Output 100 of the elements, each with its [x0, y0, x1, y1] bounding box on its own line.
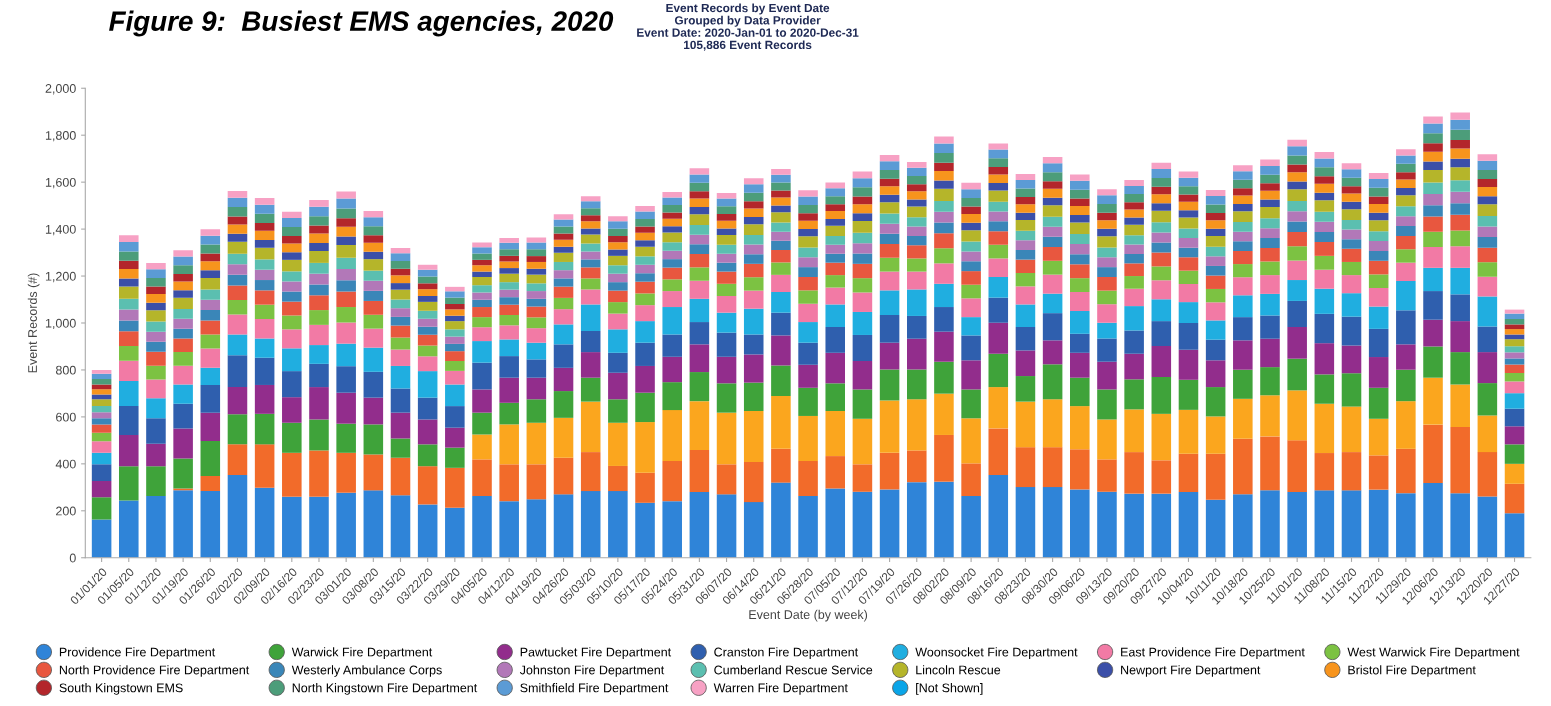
bar	[961, 214, 981, 223]
bar	[1124, 306, 1144, 331]
bar	[1042, 260, 1063, 275]
bar	[1042, 487, 1063, 558]
bar	[662, 382, 682, 411]
bar	[1396, 280, 1416, 311]
bar	[1477, 226, 1498, 238]
bar	[988, 166, 1009, 175]
bar	[771, 231, 791, 241]
bar	[825, 211, 846, 219]
legend-label: Cranston Fire Department	[714, 647, 859, 659]
legend-label: Lincoln Rescue	[916, 665, 1001, 675]
bar	[1341, 261, 1362, 276]
bar	[336, 322, 356, 344]
bar	[771, 396, 791, 449]
bar	[1368, 220, 1389, 232]
bar	[553, 391, 574, 418]
bar	[119, 500, 139, 558]
bar	[472, 307, 492, 318]
bar	[852, 334, 873, 362]
bar	[1423, 123, 1443, 134]
bar	[716, 332, 737, 357]
bar	[662, 218, 682, 227]
bar	[526, 342, 547, 360]
bar	[1314, 453, 1335, 491]
bar	[1423, 246, 1443, 268]
bar	[336, 291, 356, 308]
bar	[526, 256, 547, 262]
bar	[1178, 492, 1199, 558]
bar	[798, 322, 818, 343]
bar	[309, 199, 329, 207]
bar	[1015, 240, 1036, 250]
bar	[689, 253, 710, 268]
bar	[879, 369, 900, 401]
bar	[254, 222, 275, 231]
bar	[1260, 238, 1280, 248]
bar	[309, 324, 329, 346]
bar	[1477, 383, 1498, 416]
bar	[526, 464, 547, 500]
bar	[417, 269, 438, 277]
bar	[608, 491, 628, 558]
legend-label: North Kingstown Fire Department	[292, 683, 478, 695]
bar	[1287, 246, 1307, 261]
bar	[988, 276, 1009, 298]
bar	[798, 267, 818, 277]
bar	[1205, 453, 1226, 500]
bar	[173, 384, 193, 404]
bar	[445, 286, 465, 292]
bar	[390, 261, 411, 269]
bar	[1396, 155, 1416, 164]
bar	[961, 206, 981, 215]
bar	[91, 399, 112, 407]
bar	[1097, 304, 1117, 323]
bar	[1042, 216, 1063, 227]
bar	[580, 234, 601, 244]
bar	[1450, 321, 1470, 353]
bar	[1097, 419, 1117, 460]
bar	[227, 241, 248, 254]
bar	[1205, 220, 1226, 229]
bar	[1233, 188, 1253, 196]
bar	[1070, 352, 1090, 378]
bar	[906, 191, 927, 200]
bar	[961, 335, 981, 361]
bar	[961, 284, 981, 299]
bar	[635, 365, 655, 393]
bar	[798, 387, 818, 416]
bar	[906, 338, 927, 370]
bar	[499, 315, 519, 326]
bar	[91, 418, 112, 425]
bar	[879, 400, 900, 453]
bar	[1450, 294, 1470, 322]
bar	[363, 217, 384, 227]
bar	[1233, 494, 1253, 558]
bar	[445, 315, 465, 322]
bar	[445, 343, 465, 352]
bar	[961, 222, 981, 231]
bar	[1205, 275, 1226, 289]
bar	[1423, 216, 1443, 232]
bar	[825, 244, 846, 254]
y-tick-label: 800	[55, 365, 76, 375]
bar	[1450, 230, 1470, 247]
legend-label: Warren Fire Department	[713, 683, 848, 695]
bar	[1124, 452, 1144, 494]
bar	[906, 271, 927, 290]
bar	[1178, 349, 1199, 380]
bar	[445, 427, 465, 448]
bar	[445, 303, 465, 310]
bar	[1341, 177, 1362, 187]
bar	[934, 361, 954, 394]
bar	[1368, 387, 1389, 419]
bar	[309, 496, 329, 558]
bar	[173, 318, 193, 329]
bar	[879, 342, 900, 370]
bar	[1314, 374, 1335, 404]
bar	[417, 466, 438, 505]
bar	[1233, 277, 1253, 296]
bar	[499, 273, 519, 283]
bar	[580, 267, 601, 279]
bar	[1504, 334, 1525, 340]
bar	[146, 262, 166, 270]
